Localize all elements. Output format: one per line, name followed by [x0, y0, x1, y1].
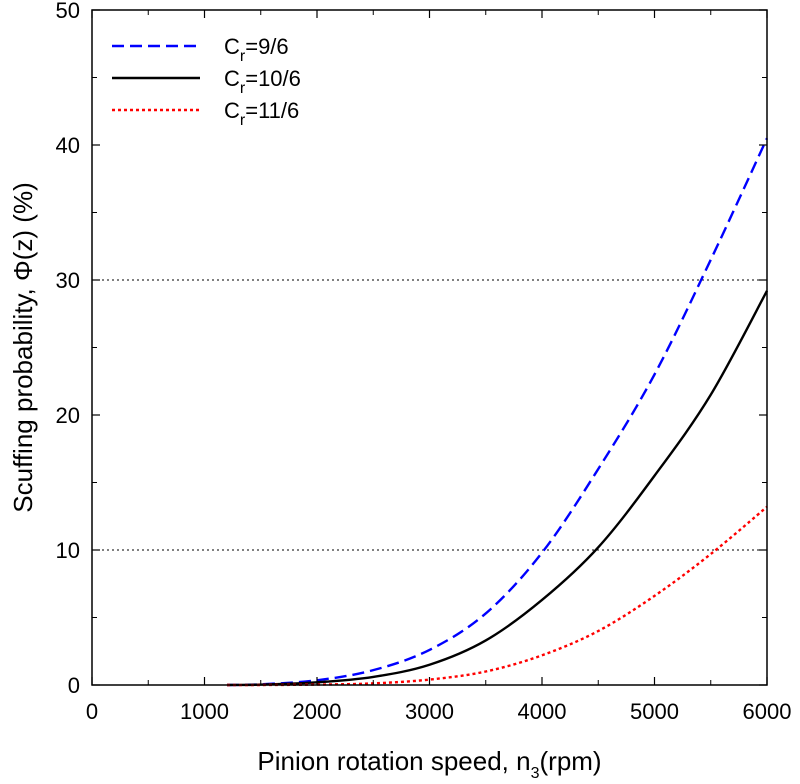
series-line-3	[226, 505, 768, 687]
y-tick-label: 20	[56, 403, 80, 428]
x-axis-title: Pinion rotation speed, n3(rpm)	[257, 746, 601, 782]
x-tick-label: 6000	[743, 699, 792, 724]
series-line-2	[226, 290, 769, 687]
legend-label-3: Cr=11/6	[224, 98, 299, 129]
y-tick-label: 0	[68, 673, 80, 698]
series-line-1	[226, 137, 769, 687]
y-tick-label: 50	[56, 0, 80, 23]
axis-ticks	[91, 9, 768, 686]
reference-lines	[92, 279, 767, 551]
x-tick-label: 2000	[293, 699, 342, 724]
x-tick-label: 3000	[405, 699, 454, 724]
legend-label-1: Cr=9/6	[224, 34, 289, 65]
series-group	[226, 137, 769, 687]
x-tick-label: 4000	[518, 699, 567, 724]
y-axis-title: Scuffing probability, Φ(z) (%)	[8, 182, 38, 512]
y-tick-label: 40	[56, 133, 80, 158]
x-tick-label: 0	[86, 699, 98, 724]
tick-labels: 0 1000 2000 3000 4000 5000 6000 0 10 20 30 40 50	[56, 0, 792, 724]
y-tick-label: 30	[56, 268, 80, 293]
plot-frame	[91, 9, 768, 686]
y-tick-label: 10	[56, 538, 80, 563]
legend: Cr=9/6Cr=10/6Cr=11/6	[112, 34, 301, 129]
legend-label-2: Cr=10/6	[224, 66, 301, 97]
x-tick-label: 1000	[180, 699, 229, 724]
x-tick-label: 5000	[630, 699, 679, 724]
